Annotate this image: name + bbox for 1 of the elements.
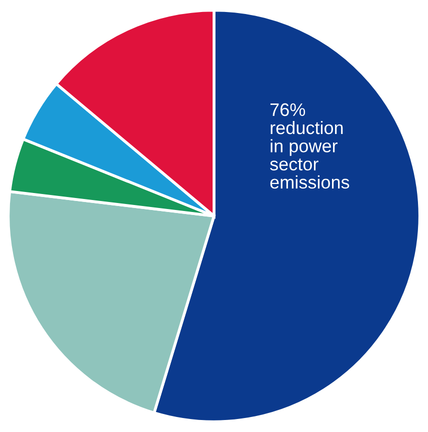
text: 76% reduction in power sector emissions: [270, 103, 350, 189]
